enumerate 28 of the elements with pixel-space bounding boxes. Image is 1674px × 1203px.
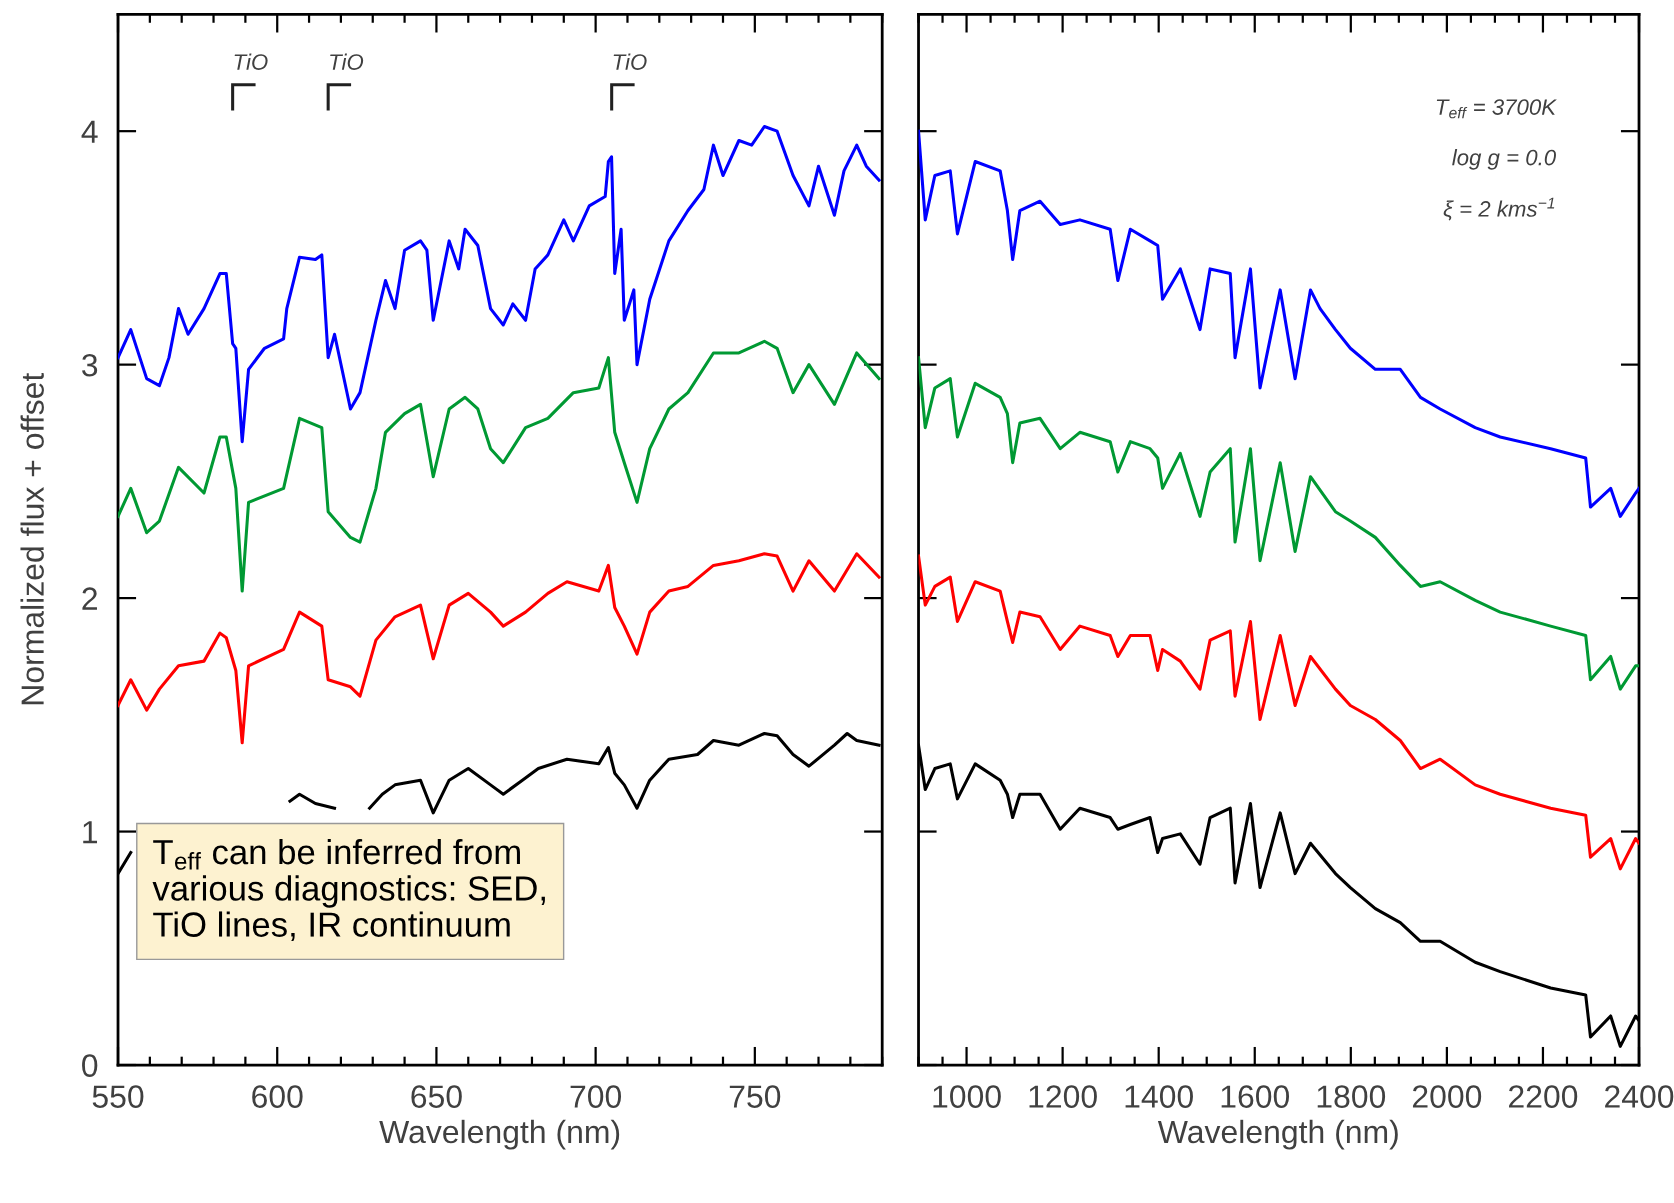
annotation: T$_{eff}$ can be inferred from various diagnostics: SED, TiO lines, IR continuum (152, 838, 545, 942)
x-tick-label: 1200 (1029, 1085, 1097, 1108)
annotation: log g = 0.0 (1452, 149, 1556, 170)
annotation: ξ = 2 kms$^{−1}$ (1443, 197, 1555, 221)
y-tick-label: 1 (83, 821, 98, 844)
x-axis-title: Wavelength (nm) (379, 1119, 620, 1150)
x-tick-label: 1800 (1317, 1085, 1386, 1108)
x-tick-label: 1600 (1221, 1085, 1290, 1108)
x-axis-title: Wavelength (nm) (1157, 1119, 1398, 1150)
y-tick-label: 3 (82, 353, 98, 377)
x-tick-label: 2200 (1509, 1085, 1578, 1108)
x-tick-label: 700 (570, 1085, 622, 1108)
x-tick-label: 650 (411, 1085, 462, 1108)
y-tick-label: 0 (82, 1054, 98, 1077)
annotation: TiO (234, 53, 268, 70)
y-tick-label: 2 (82, 587, 97, 610)
y-tick-label: 4 (81, 120, 98, 143)
x-tick-label: 1400 (1125, 1085, 1193, 1108)
x-tick-label: 1000 (933, 1085, 1001, 1108)
x-tick-label: 750 (729, 1085, 781, 1108)
annotation: T$_{eff}$ = 3700K (1436, 99, 1557, 119)
x-tick-label: 2000 (1412, 1085, 1482, 1108)
annotation: TiO (330, 53, 364, 70)
annotation: TiO (613, 53, 647, 70)
y-axis-title: Normalized flux + offset (20, 372, 44, 705)
x-tick-label: 600 (252, 1085, 303, 1108)
x-tick-label: 2400 (1605, 1085, 1674, 1108)
x-tick-label: 550 (92, 1085, 144, 1108)
